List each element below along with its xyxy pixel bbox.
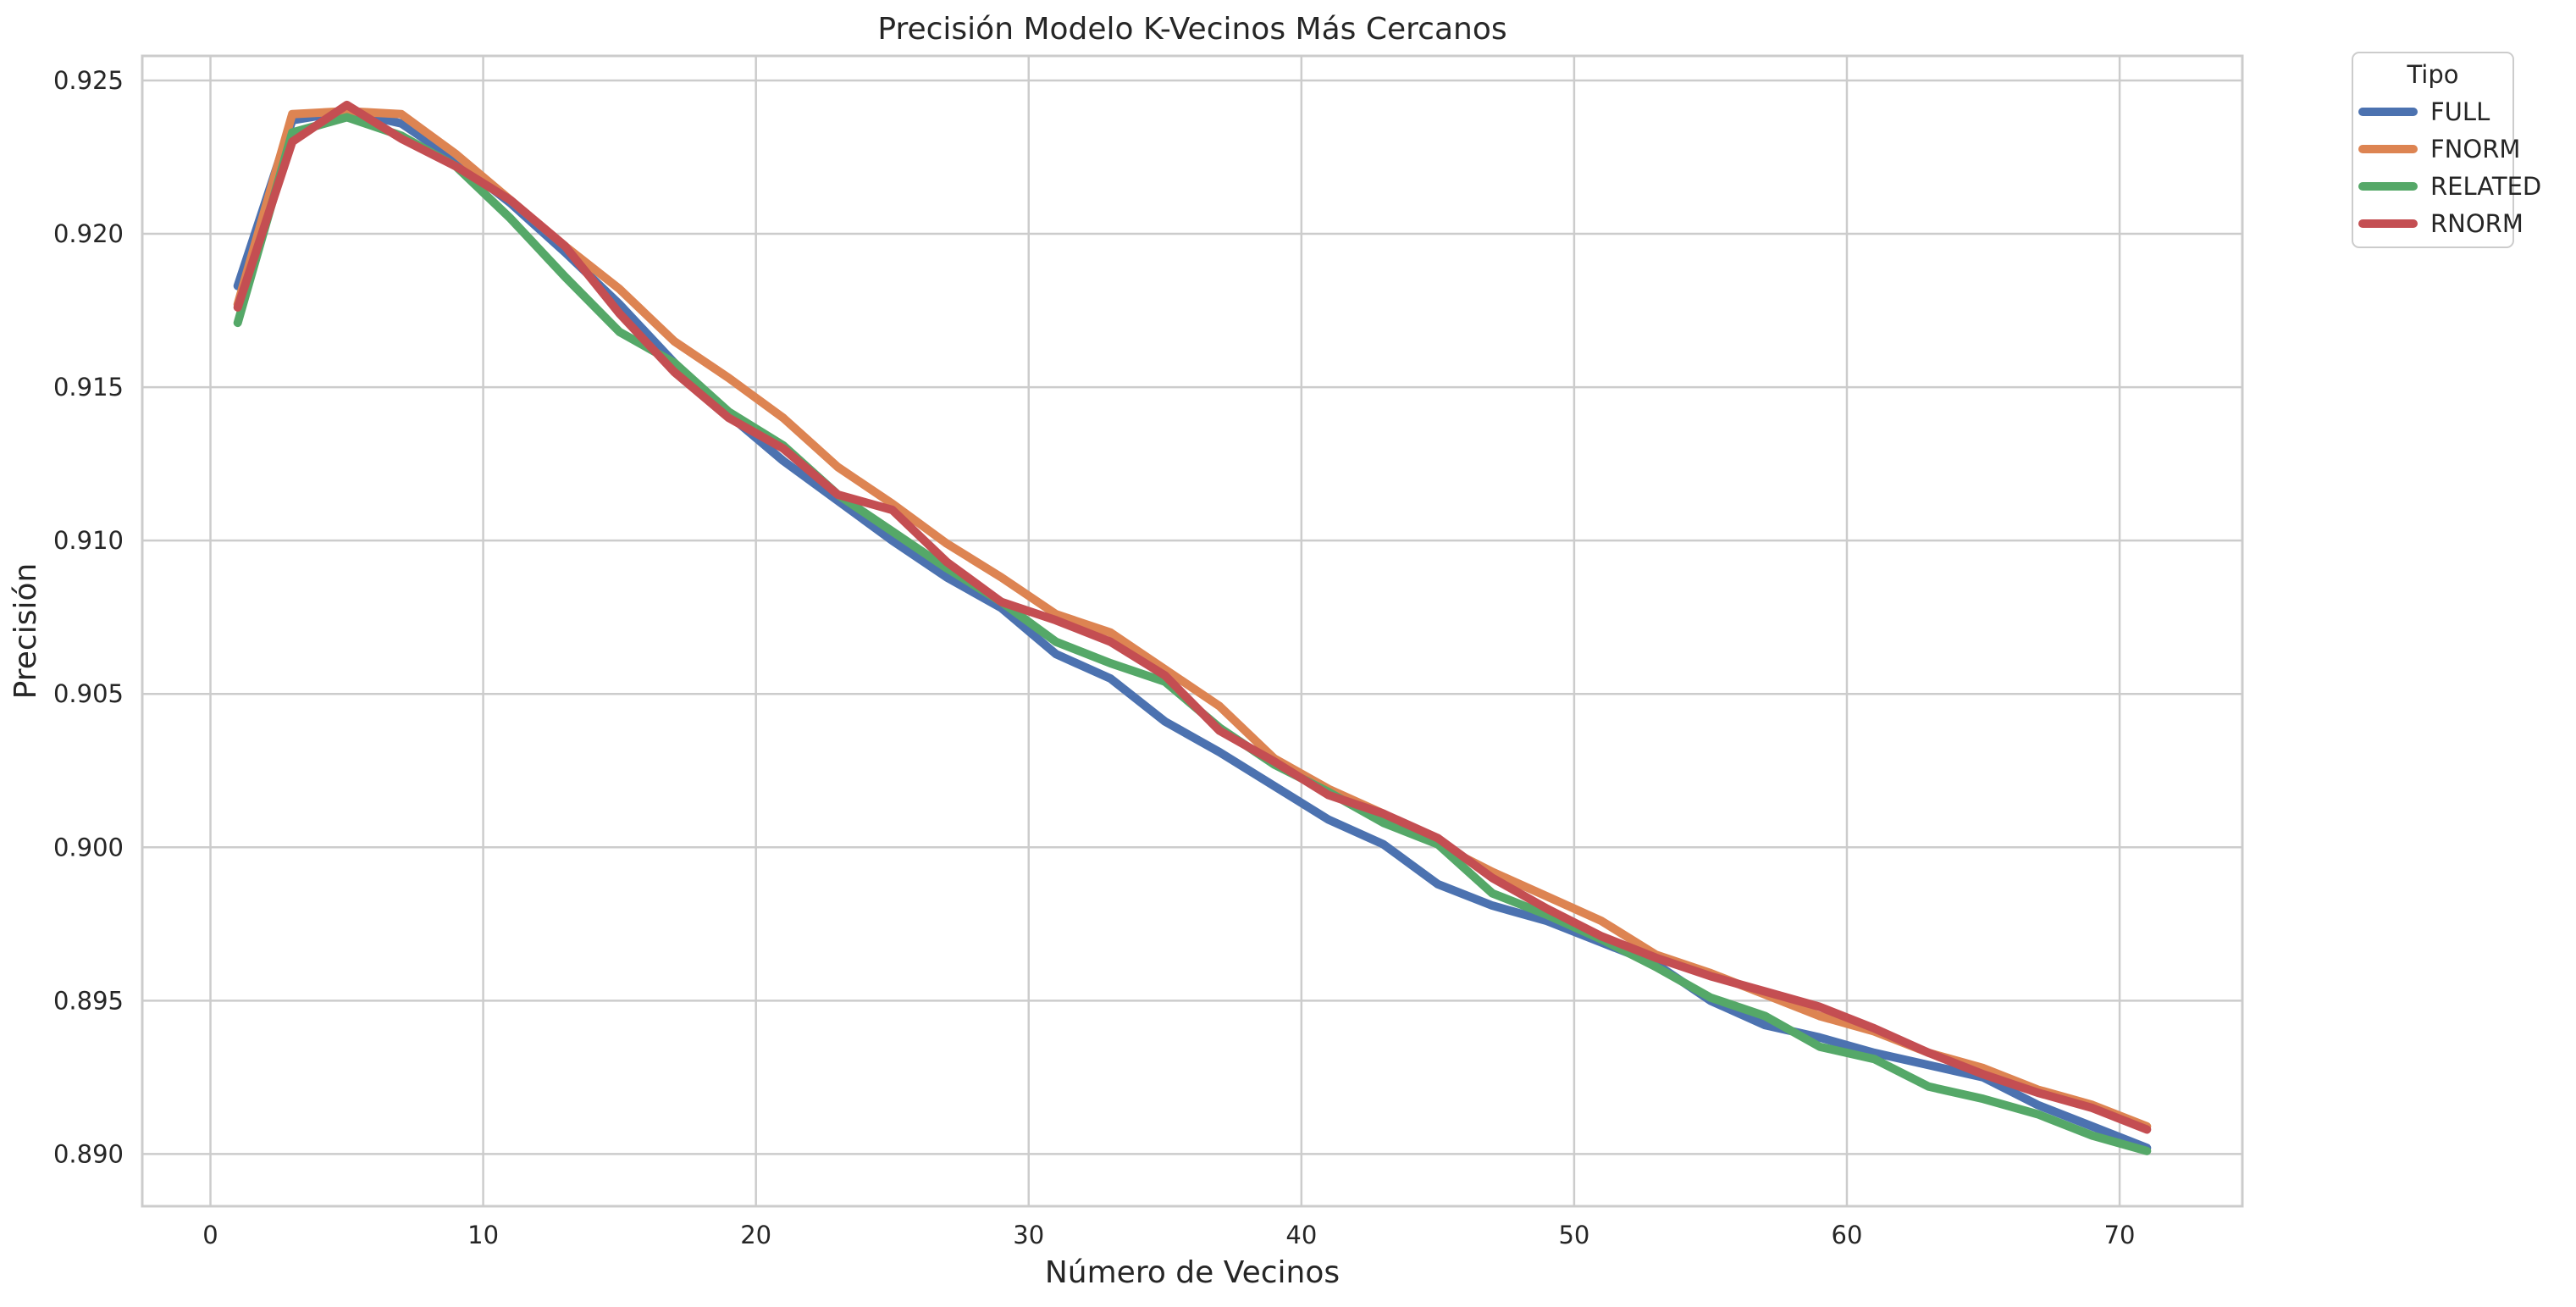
plot-frame [141,54,2244,1208]
y-tick-label: 0.900 [53,833,124,861]
y-tick-label: 0.890 [53,1139,124,1168]
legend-items: FULL FNORM RELATED RNORM [2358,97,2541,238]
series-lines [233,100,2152,1155]
y-axis-title: Precisión [8,563,43,700]
legend: Tipo FULL FNORM RELATED RNORM [2352,52,2541,248]
y-tick-label: 0.915 [53,373,124,402]
x-tick-label: 10 [467,1221,499,1249]
x-tick-label: 30 [1013,1221,1044,1249]
y-tick-label: 0.925 [53,66,124,95]
tick-labels: 0 10 20 30 40 50 60 70 0.890 0.895 0.900 0.905 0.910… [53,66,2136,1249]
x-tick-label: 60 [1832,1221,1863,1249]
y-tick-label: 0.920 [53,219,124,248]
legend-box [2352,52,2514,248]
y-tick-label: 0.905 [53,679,124,708]
y-tick-label: 0.910 [53,526,124,555]
legend-label-related: RELATED [2430,172,2541,201]
x-tick-label: 40 [1285,1221,1317,1249]
x-tick-label: 50 [1558,1221,1589,1249]
grid [142,56,2242,1206]
x-tick-label: 0 [202,1221,218,1249]
chart-title: Precisión Modelo K-Vecinos Más Cercanos [877,12,1506,47]
x-tick-label: 70 [2104,1221,2136,1249]
legend-label-fnorm: FNORM [2430,135,2520,163]
legend-label-full: FULL [2430,97,2490,126]
series-line-rnorm [233,100,2152,1134]
x-axis-title: Número de Vecinos [1045,1255,1340,1290]
legend-label-rnorm: RNORM [2430,209,2523,238]
series-line-full [233,107,2152,1153]
y-tick-label: 0.895 [53,986,124,1015]
x-tick-label: 20 [740,1221,771,1249]
legend-title: Tipo [2406,60,2458,89]
